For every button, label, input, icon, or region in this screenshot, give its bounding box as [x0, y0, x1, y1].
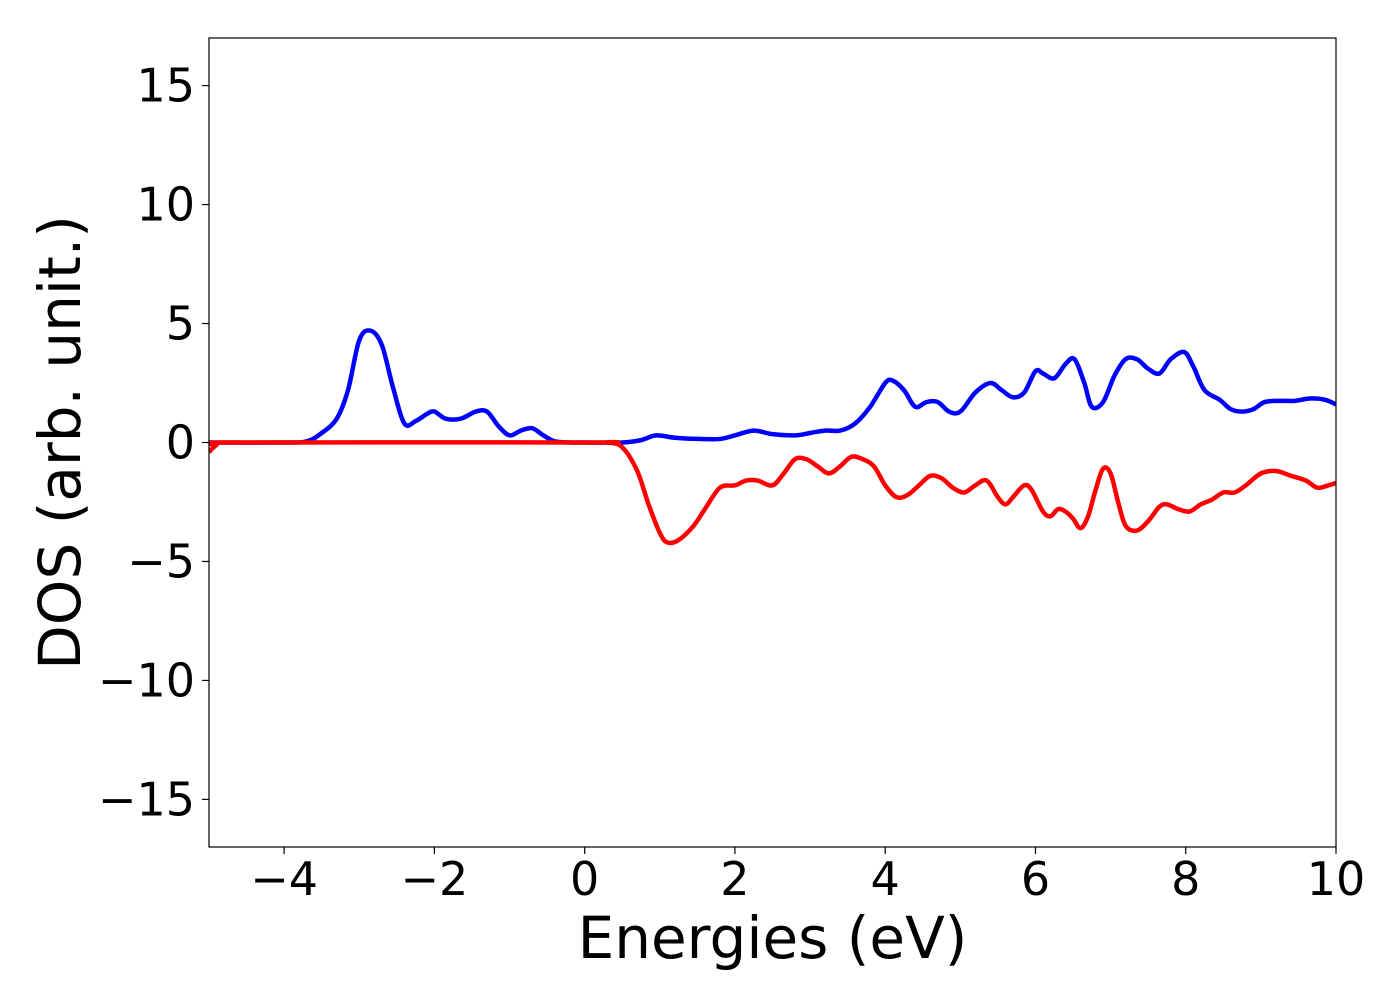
x-tick-label: −4: [250, 852, 318, 906]
series-layer: [209, 328, 1336, 546]
y-tick-label: −15: [98, 772, 195, 826]
y-tick-label: −5: [127, 534, 195, 588]
x-tick-label: 0: [570, 852, 599, 906]
series-line-0: [209, 328, 1336, 445]
x-axis-label: Energies (eV): [578, 904, 968, 972]
x-tick-label: −2: [400, 852, 468, 906]
x-tick-label: 4: [871, 852, 900, 906]
y-axis-ticks: 15 10 5 0 −5 −10 −15: [98, 59, 209, 826]
x-tick-label: 6: [1021, 852, 1050, 906]
y-tick-label: 5: [166, 297, 195, 351]
x-tick-label: 8: [1171, 852, 1200, 906]
series-line-1: [209, 439, 1336, 546]
y-axis-label: DOS (arb. unit.): [26, 215, 94, 670]
x-tick-label: 2: [720, 852, 749, 906]
y-tick-label: 0: [166, 416, 195, 470]
y-tick-label: 10: [136, 178, 195, 232]
y-tick-label: 15: [136, 59, 195, 113]
x-axis-ticks: −4 −2 0 2 4 6 8 10: [250, 847, 1365, 906]
y-tick-label: −10: [98, 653, 195, 707]
x-tick-label: 10: [1307, 852, 1366, 906]
